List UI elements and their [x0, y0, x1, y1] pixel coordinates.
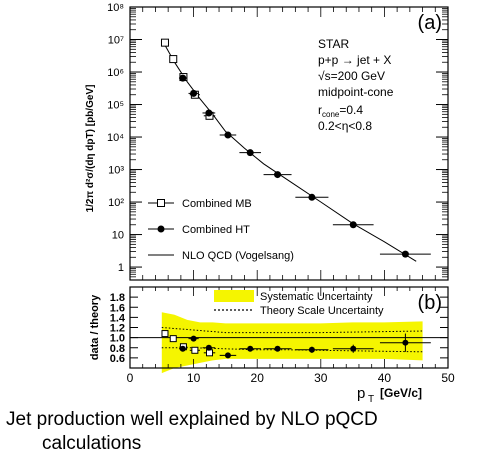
y-tick-label: 1.0 — [110, 333, 125, 345]
mb-ratio-point — [169, 335, 177, 343]
panel-b-legend: Systematic Uncertainty Theory Scale Uncer… — [214, 290, 384, 317]
y-tick-label: 1 — [118, 262, 124, 274]
ht-point — [246, 149, 254, 157]
y-tick-label: 10 — [112, 230, 124, 242]
theory-scale-upper — [161, 327, 423, 334]
ht-point — [349, 221, 357, 229]
panel-a-data — [160, 38, 431, 262]
legend-ht-marker — [157, 225, 165, 233]
panel-b-data — [130, 327, 448, 359]
x-tick-label: 20 — [251, 371, 265, 385]
legend-mb-marker — [157, 199, 165, 207]
ht-point — [190, 89, 198, 97]
x-tick-label: 0 — [127, 371, 134, 385]
caption-line-2: calculations — [42, 433, 142, 454]
ht-ratio-point — [179, 345, 186, 352]
ht-point — [179, 74, 187, 82]
caption: Jet production well explained by NLO pQC… — [0, 408, 487, 456]
legend-label: NLO QCD (Vogelsang) — [182, 250, 294, 262]
panel-a-label: (a) — [418, 12, 442, 34]
y-tick-label: 1.6 — [110, 302, 125, 314]
ht-ratio-point — [274, 345, 281, 352]
y-tick-label: 0.6 — [110, 353, 125, 365]
ht-point — [205, 109, 213, 117]
ht-ratio-point — [205, 344, 212, 351]
y-tick-label: 10⁸ — [107, 2, 124, 14]
ht-ratio-point — [402, 339, 409, 346]
annotation-line: √s=200 GeV — [318, 69, 385, 83]
legend-label: Theory Scale Uncertainty — [260, 305, 384, 317]
y-tick-label: 0.8 — [110, 343, 125, 355]
figure: 1 10 10² 10³ 10⁴ 10⁵ 10⁶ 10⁷ 10⁸ (a) 1/2π d²σ/(d… — [85, 2, 455, 405]
x-tick-label: 30 — [314, 371, 328, 385]
ht-point — [274, 171, 282, 179]
panel-a-frame — [129, 6, 449, 281]
x-tick-label: 40 — [378, 371, 392, 385]
legend-label: Combined HT — [182, 224, 250, 236]
y-tick-label: 10⁶ — [107, 67, 124, 79]
ht-point — [224, 131, 232, 139]
annotation-block: STAR p+p → jet + X √s=200 GeV midpoint-cone… — [318, 37, 394, 133]
panel-b-label: (b) — [418, 292, 442, 314]
x-axis-title-symbol: p — [357, 385, 365, 402]
panel-a-x-ticks — [129, 7, 449, 280]
ht-ratio-point — [308, 346, 315, 353]
caption-line-1: Jet production well explained by NLO pQC… — [6, 409, 378, 430]
panel-b: 0.60.81.01.21.41.61.8 0 10 20 30 40 50 (b) da… — [89, 286, 455, 405]
annotation-line: p+p → jet + X — [318, 53, 391, 67]
legend-label: Combined MB — [182, 198, 252, 210]
mb-ratio-point — [206, 349, 213, 357]
x-axis-title-subscript: T — [368, 394, 374, 405]
ht-ratio-point — [350, 345, 357, 352]
panel-a-legend: Combined MB Combined HT NLO QCD (Vogelsang… — [148, 198, 294, 262]
x-tick-label: 50 — [441, 371, 455, 385]
y-tick-label: 1.4 — [110, 312, 126, 324]
ht-ratio-point — [247, 345, 254, 352]
x-axis-title-unit: [GeV/c] — [380, 386, 422, 400]
ht-point — [401, 250, 409, 258]
mb-ratio-point — [161, 330, 169, 338]
panel-a: 1 10 10² 10³ 10⁴ 10⁵ 10⁶ 10⁷ 10⁸ (a) 1/2π d²σ/(d… — [85, 2, 449, 281]
legend-label: Systematic Uncertainty — [260, 291, 373, 303]
mb-point — [160, 38, 169, 47]
panel-b-y-ticks: 0.60.81.01.21.41.61.8 — [110, 292, 448, 365]
x-axis-title: p T [GeV/c] — [357, 385, 422, 405]
mb-ratio-point — [191, 346, 199, 354]
panel-a-y-ticks: 1 10 10² 10³ 10⁴ 10⁵ 10⁶ 10⁷ 10⁸ — [107, 2, 448, 281]
x-tick-label: 10 — [187, 371, 201, 385]
y-tick-label: 1.8 — [110, 292, 125, 304]
ht-ratio-point — [224, 352, 231, 359]
annotation-line: rcone=0.4 — [318, 103, 363, 119]
mb-point — [169, 55, 178, 64]
legend-systematic-swatch — [214, 290, 254, 302]
ht-point — [308, 193, 316, 201]
annotation-line: midpoint-cone — [318, 85, 394, 99]
panel-a-y-axis-title: 1/2π d²σ/(dη dpT) [pb/GeV] — [85, 85, 96, 213]
ht-ratio-point — [190, 335, 197, 342]
annotation-line: 0.2<η<0.8 — [318, 119, 372, 133]
y-tick-label: 1.2 — [110, 323, 125, 335]
y-tick-label: 10² — [108, 197, 124, 209]
y-tick-label: 10⁴ — [107, 132, 124, 144]
annotation-line: STAR — [318, 37, 349, 51]
y-tick-label: 10³ — [108, 165, 124, 177]
panel-b-y-axis-title: data / theory — [89, 294, 101, 360]
y-tick-label: 10⁵ — [107, 100, 124, 112]
y-tick-label: 10⁷ — [108, 35, 124, 47]
panel-b-x-ticks: 0 10 20 30 40 50 — [127, 287, 455, 385]
